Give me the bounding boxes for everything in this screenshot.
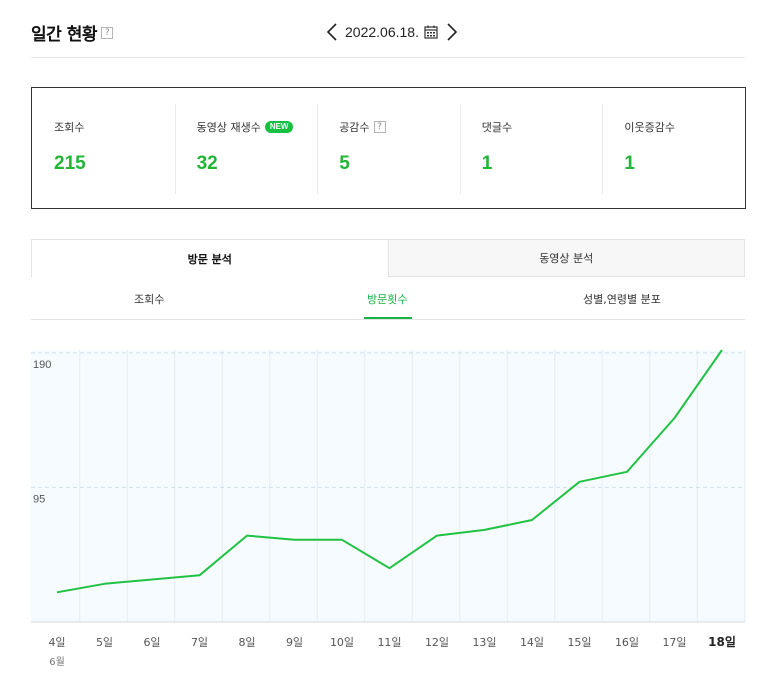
chevron-left-icon — [326, 23, 337, 41]
stats-summary: 조회수 215 동영상 재생수 NEW 32 공감수? 5 댓글수 1 이웃증감수… — [31, 87, 746, 209]
stat-views[interactable]: 조회수 215 — [32, 88, 175, 208]
x-tick-label: 17일 — [662, 635, 686, 649]
date-navigator: 2022.06.18. — [323, 20, 461, 44]
tab-video-analysis[interactable]: 동영상 분석 — [388, 239, 745, 277]
new-badge: NEW — [264, 121, 294, 133]
x-tick-label: 11일 — [377, 635, 401, 649]
page-title-text: 일간 현황 — [31, 25, 97, 45]
x-tick-label: 13일 — [472, 635, 496, 649]
next-date-button[interactable] — [443, 20, 461, 44]
calendar-icon — [424, 25, 438, 39]
stat-label: 동영상 재생수 NEW — [197, 119, 294, 135]
chevron-right-icon — [447, 23, 458, 41]
daily-status-header: 일간 현황? 2022.06.18. — [31, 18, 745, 58]
stat-label-text: 공감수 — [339, 121, 370, 134]
stat-value: 5 — [339, 153, 350, 174]
stat-label: 이웃증감수 — [624, 119, 675, 135]
prev-date-button[interactable] — [323, 20, 341, 44]
x-tick-label: 6일 — [143, 635, 160, 649]
y-tick-label: 95 — [33, 493, 45, 505]
x-tick-label: 5일 — [96, 635, 113, 649]
tab-visit-analysis[interactable]: 방문 분석 — [31, 239, 389, 277]
stat-value: 1 — [481, 153, 493, 174]
active-subtab-indicator — [364, 317, 412, 319]
sub-tabs: 조회수 방문횟수 성별,연령별 분포 — [31, 285, 745, 320]
x-tick-label: 14일 — [520, 635, 544, 649]
x-tick-label: 10일 — [330, 635, 354, 649]
stat-label: 댓글수 — [482, 119, 512, 135]
stat-label-text: 이웃증감수 — [624, 121, 675, 134]
x-month-label: 6월 — [49, 656, 65, 668]
subtab-views[interactable]: 조회수 — [134, 293, 165, 306]
stat-label: 조회수 — [54, 119, 84, 135]
stat-value: 215 — [54, 153, 86, 174]
stat-video-plays[interactable]: 동영상 재생수 NEW 32 — [174, 88, 318, 208]
x-tick-label: 12일 — [425, 635, 449, 649]
y-tick-label: 190 — [33, 359, 51, 371]
stat-likes[interactable]: 공감수? 5 — [317, 88, 460, 208]
visits-line-chart: 95 190 4일 5일 6일 7일 8일 9일 10일 11일 12일 13일 14일 15일 16일 17… — [31, 349, 746, 668]
stat-value: 1 — [624, 153, 635, 174]
stat-label-text: 동영상 재생수 — [196, 121, 261, 134]
x-tick-label: 7일 — [191, 635, 208, 649]
calendar-button[interactable] — [423, 24, 439, 40]
stat-value: 32 — [196, 153, 218, 174]
series-line — [56, 349, 723, 594]
x-tick-label: 8일 — [238, 635, 255, 649]
stat-comments[interactable]: 댓글수 1 — [459, 88, 603, 208]
x-tick-label: 15일 — [567, 635, 591, 649]
stat-label: 공감수? — [339, 119, 386, 135]
help-icon[interactable]: ? — [373, 121, 386, 133]
stat-label-text: 조회수 — [54, 121, 85, 134]
x-tick-label: 9일 — [286, 635, 303, 649]
x-tick-label: 16일 — [615, 635, 639, 649]
subtab-visit-count[interactable]: 방문횟수 — [367, 293, 408, 306]
stat-label-text: 댓글수 — [481, 121, 513, 134]
current-date: 2022.06.18. — [345, 24, 419, 40]
stat-neighbors[interactable]: 이웃증감수 1 — [602, 88, 745, 208]
plot-background — [31, 350, 745, 622]
x-tick-label: 18일 — [708, 635, 736, 649]
subtab-gender-age[interactable]: 성별,연령별 분포 — [583, 293, 661, 306]
main-tabs: 방문 분석 동영상 분석 — [31, 239, 745, 277]
help-icon[interactable]: ? — [100, 27, 113, 39]
x-tick-label: 4일 — [48, 635, 65, 649]
page-title: 일간 현황? — [31, 20, 113, 45]
